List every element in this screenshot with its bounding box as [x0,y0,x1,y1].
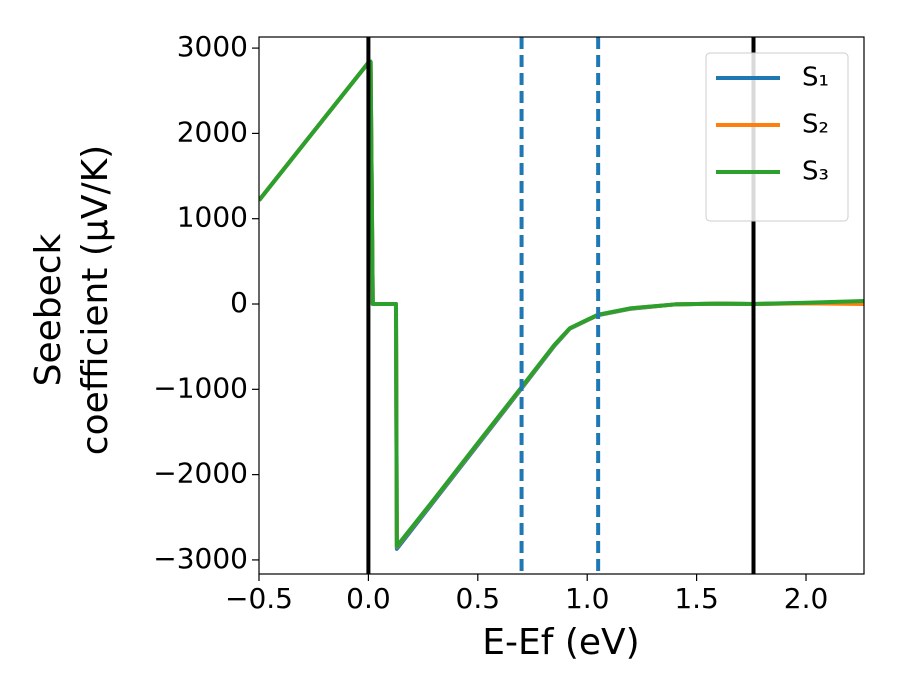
y-axis-label: coefficient (μV/K) [75,145,116,455]
y-tick-label: −1000 [153,371,248,404]
x-tick-label: −0.5 [225,582,293,615]
x-tick-label: 0.5 [456,582,501,615]
y-tick-label: 0 [230,286,248,319]
y-tick-label: −3000 [153,542,248,575]
plot-frame [258,36,865,575]
legend-box [705,52,849,222]
x-tick-label: 1.5 [674,582,719,615]
legend-label: S₁ [802,63,829,93]
y-axis-label: Seebeck [28,233,69,386]
series-line [259,59,864,549]
y-tick-label: 1000 [177,201,248,234]
legend-label: S₃ [802,157,829,187]
x-tick-label: 2.0 [784,582,829,615]
x-axis-label: E-Ef (eV) [482,622,639,663]
x-tick-label: 1.0 [565,582,610,615]
plot-area [259,59,864,551]
x-tick-label: 0.0 [346,582,391,615]
y-tick-label: 3000 [177,30,248,63]
legend-label: S₂ [802,110,829,140]
y-tick-label: −2000 [153,457,248,490]
y-tick-label: 2000 [177,115,248,148]
